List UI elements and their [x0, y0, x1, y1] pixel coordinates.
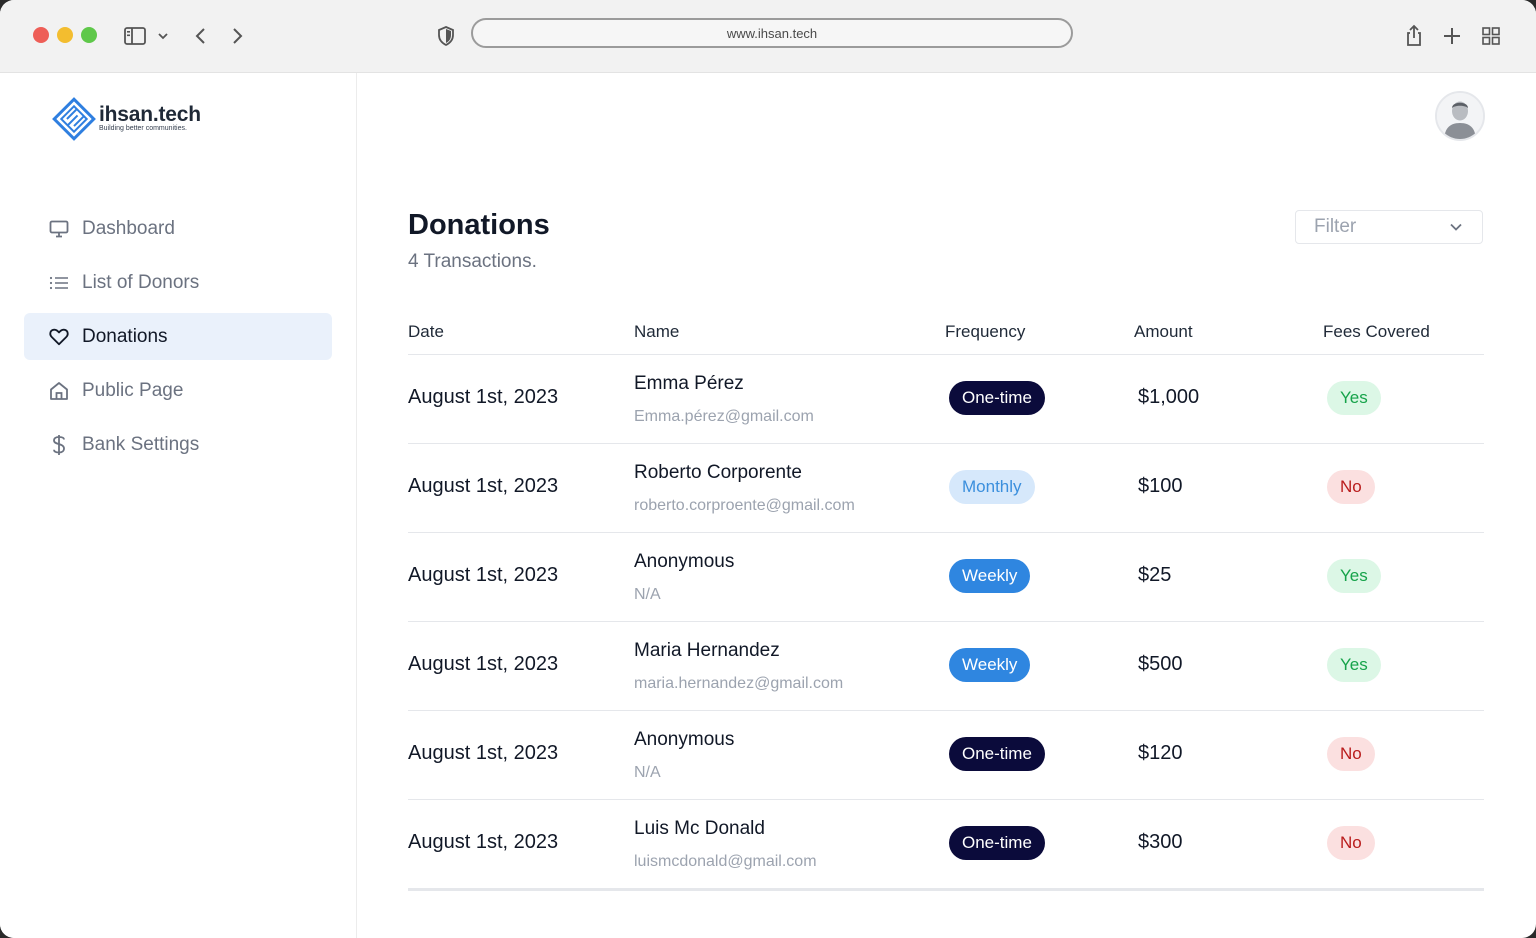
browser-toolbar: www.ihsan.tech: [0, 0, 1536, 73]
date-cell: August 1st, 2023: [408, 653, 559, 675]
sidebar: ihsan.tech Building better communities. …: [0, 73, 357, 938]
amount-cell: $500: [1138, 653, 1183, 675]
table-row[interactable]: August 1st, 2023 Maria Hernandez maria.h…: [408, 622, 1484, 711]
transaction-count: 4 Transactions.: [408, 251, 537, 272]
donor-name: Roberto Corporente: [634, 462, 802, 483]
donor-name: Luis Mc Donald: [634, 818, 765, 839]
column-header-fees-covered[interactable]: Fees Covered: [1323, 322, 1430, 341]
share-icon[interactable]: [1400, 22, 1428, 50]
fees-covered-badge: Yes: [1327, 381, 1381, 415]
amount-cell: $1,000: [1138, 386, 1200, 408]
amount-cell: $25: [1138, 564, 1172, 586]
fees-covered-badge: No: [1327, 470, 1375, 504]
dollar-icon: [49, 434, 69, 455]
sidebar-nav: Dashboard List of Donors Donations Publi…: [24, 205, 332, 475]
new-tab-icon[interactable]: [1438, 22, 1466, 50]
date-cell: August 1st, 2023: [408, 386, 559, 408]
maximize-window-button[interactable]: [81, 27, 97, 43]
amount-cell: $300: [1138, 831, 1183, 853]
frequency-badge: One-time: [949, 737, 1045, 771]
frequency-badge: One-time: [949, 381, 1045, 415]
sidebar-item-label: Donations: [82, 325, 168, 347]
table-row[interactable]: August 1st, 2023 Roberto Corporente robe…: [408, 444, 1484, 533]
chevron-down-icon: [1448, 219, 1464, 241]
donor-name: Anonymous: [634, 551, 735, 572]
user-avatar-icon: [1437, 93, 1483, 139]
sidebar-item-donations[interactable]: Donations: [24, 313, 332, 360]
donor-name: Maria Hernandez: [634, 640, 780, 661]
back-icon[interactable]: [187, 22, 215, 50]
table-row[interactable]: August 1st, 2023 Emma Pérez Emma.pérez@g…: [408, 355, 1484, 444]
frequency-badge: Monthly: [949, 470, 1035, 504]
list-icon: [49, 273, 69, 293]
amount-cell: $120: [1138, 742, 1183, 764]
fees-covered-badge: No: [1327, 737, 1375, 771]
frequency-badge: Weekly: [949, 648, 1031, 682]
donations-table: Date Name Frequency Amount Fees Covered …: [408, 315, 1484, 891]
page-title: Donations: [408, 209, 550, 241]
fees-covered-badge: No: [1327, 826, 1375, 860]
frequency-badge: One-time: [949, 826, 1045, 860]
avatar[interactable]: [1435, 91, 1485, 141]
sidebar-item-label: Public Page: [82, 379, 184, 401]
sidebar-toggle-icon[interactable]: [122, 22, 150, 50]
sidebar-item-dashboard[interactable]: Dashboard: [24, 205, 332, 252]
heart-icon: [49, 327, 69, 347]
date-cell: August 1st, 2023: [408, 564, 559, 586]
donor-email: Emma.pérez@gmail.com: [634, 408, 814, 425]
table-row[interactable]: August 1st, 2023 Anonymous N/A Weekly $2…: [408, 533, 1484, 622]
brand-name: ihsan.tech: [99, 103, 201, 126]
date-cell: August 1st, 2023: [408, 475, 559, 497]
logo-mark-icon: [52, 97, 96, 141]
monitor-icon: [49, 219, 69, 239]
filter-placeholder: Filter: [1314, 216, 1357, 237]
sidebar-item-label: Bank Settings: [82, 433, 200, 455]
date-cell: August 1st, 2023: [408, 831, 559, 853]
fees-covered-badge: Yes: [1327, 559, 1381, 593]
sidebar-item-bank-settings[interactable]: Bank Settings: [24, 421, 332, 468]
sidebar-item-list-of-donors[interactable]: List of Donors: [24, 259, 332, 306]
address-bar[interactable]: www.ihsan.tech: [471, 18, 1073, 48]
table-header: Date Name Frequency Amount Fees Covered: [408, 315, 1484, 355]
sidebar-item-label: List of Donors: [82, 271, 200, 293]
donor-email: N/A: [634, 586, 661, 603]
donor-name: Anonymous: [634, 729, 735, 750]
chevron-down-icon[interactable]: [151, 22, 175, 50]
minimize-window-button[interactable]: [57, 27, 73, 43]
frequency-badge: Weekly: [949, 559, 1031, 593]
fees-covered-badge: Yes: [1327, 648, 1381, 682]
date-cell: August 1st, 2023: [408, 742, 559, 764]
home-icon: [49, 381, 69, 401]
logo[interactable]: ihsan.tech Building better communities.: [52, 97, 201, 141]
url-text: www.ihsan.tech: [726, 25, 818, 41]
table-row[interactable]: August 1st, 2023 Luis Mc Donald luismcdo…: [408, 800, 1484, 891]
table-row[interactable]: August 1st, 2023 Anonymous N/A One-time …: [408, 711, 1484, 800]
donor-name: Emma Pérez: [634, 373, 744, 394]
column-header-frequency[interactable]: Frequency: [945, 322, 1026, 341]
column-header-name[interactable]: Name: [634, 322, 680, 341]
donor-email: maria.hernandez@gmail.com: [634, 675, 844, 692]
sidebar-item-label: Dashboard: [82, 217, 175, 239]
column-header-amount[interactable]: Amount: [1134, 322, 1193, 341]
column-header-date[interactable]: Date: [408, 322, 444, 341]
tab-overview-icon[interactable]: [1477, 22, 1505, 50]
donor-email: roberto.corproente@gmail.com: [634, 497, 855, 514]
donor-email: N/A: [634, 764, 661, 781]
donor-email: luismcdonald@gmail.com: [634, 853, 817, 870]
filter-dropdown[interactable]: Filter: [1295, 210, 1483, 244]
main-content: Donations 4 Transactions. Filter Date Na…: [357, 73, 1536, 938]
close-window-button[interactable]: [33, 27, 49, 43]
forward-icon[interactable]: [223, 22, 251, 50]
amount-cell: $100: [1138, 475, 1183, 497]
brand-tagline: Building better communities.: [99, 125, 187, 132]
shield-icon[interactable]: [432, 22, 460, 50]
sidebar-item-public-page[interactable]: Public Page: [24, 367, 332, 414]
